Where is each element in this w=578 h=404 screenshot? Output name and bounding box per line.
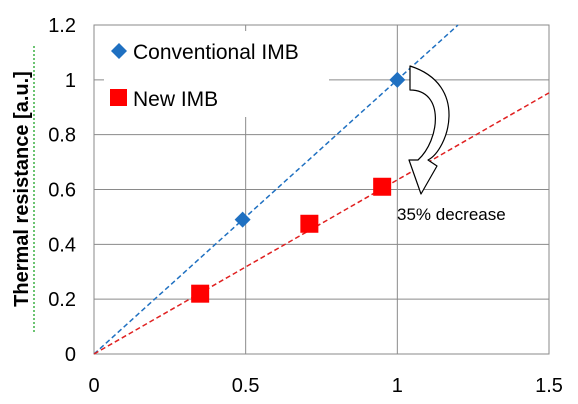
x-tick-label: 0 [88,375,99,397]
y-tick-labels: 0 0.2 0.4 0.6 0.8 1 1.2 [48,15,76,366]
x-tick-label: 1.5 [535,375,563,397]
y-tick-label: 0.8 [48,125,76,147]
legend-box [104,31,329,117]
decrease-arrow [408,65,450,195]
data-point-new [373,177,392,196]
data-point-conventional [234,211,251,228]
plot-area-border [93,24,550,355]
data-markers [191,71,406,303]
x-tick-label: 0.5 [232,375,260,397]
legend-diamond-marker [111,43,127,59]
legend-label-new: New IMB [133,88,218,111]
y-tick-label: 0.6 [48,180,76,202]
data-point-new [191,284,210,303]
annotation-text: 35% decrease [397,205,506,224]
x-tick-label: 1 [392,375,403,397]
y-axis-title: Thermal resistance [a.u.] [11,71,33,307]
legend-square-marker [110,89,127,106]
y-tick-label: 0 [65,344,76,366]
legend-label-conventional: Conventional IMB [133,41,299,64]
data-point-new [300,214,319,233]
y-tick-label: 1.2 [48,15,76,37]
curved-arrow-icon [408,65,450,195]
legend: Conventional IMB New IMB [104,31,329,117]
data-point-conventional [389,71,406,88]
y-tick-label: 1 [65,70,76,92]
x-tick-labels: 0 0.5 1 1.5 [88,375,562,397]
y-tick-label: 0.2 [48,289,76,311]
y-tick-label: 0.4 [48,234,76,256]
